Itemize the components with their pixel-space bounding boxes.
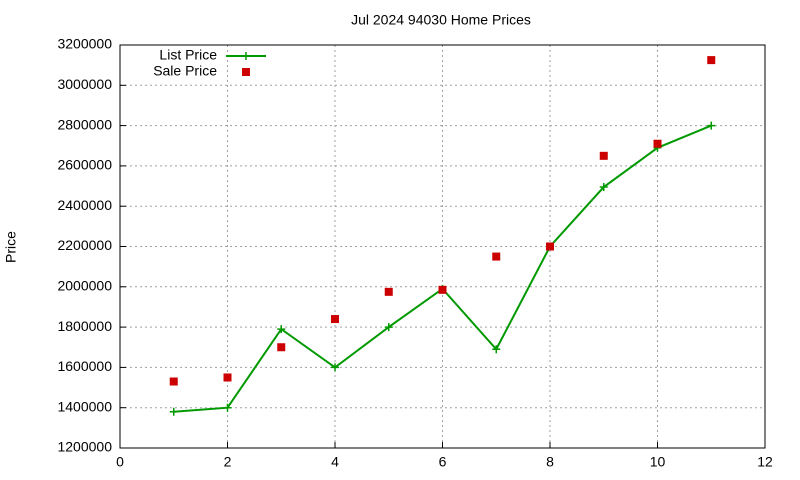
chart-title: Jul 2024 94030 Home Prices [351, 12, 531, 28]
y-axis-label: Price [3, 231, 19, 263]
point [169, 407, 178, 416]
y-tick-label: 3000000 [57, 76, 112, 92]
point [653, 139, 662, 148]
point [707, 121, 716, 130]
point [223, 373, 232, 382]
point [223, 403, 232, 412]
legend-label: Sale Price [153, 63, 217, 79]
y-tick-label: 1600000 [57, 358, 112, 374]
legend-marker [242, 68, 250, 76]
x-tick-label: 10 [650, 454, 666, 470]
legend-marker [242, 52, 250, 60]
x-tick-label: 4 [331, 454, 339, 470]
point [707, 56, 716, 65]
point [492, 252, 501, 261]
y-tick-label: 1800000 [57, 318, 112, 334]
y-tick-label: 2000000 [57, 278, 112, 294]
y-tick-label: 2800000 [57, 116, 112, 132]
point [599, 151, 608, 160]
point [169, 377, 178, 386]
y-tick-label: 2200000 [57, 237, 112, 253]
plot-frame [119, 44, 766, 449]
legend-label: List Price [159, 47, 217, 63]
point [438, 285, 447, 294]
point [599, 183, 608, 192]
x-tick-label: 8 [546, 454, 554, 470]
point [546, 242, 554, 251]
point [492, 345, 501, 354]
y-tick-label: 2400000 [57, 197, 112, 213]
point [384, 287, 393, 296]
x-tick-label: 12 [757, 454, 773, 470]
y-tick-label: 1400000 [57, 398, 112, 414]
point [277, 325, 286, 334]
x-tick-label: 6 [439, 454, 447, 470]
line [173, 124, 712, 413]
point [277, 343, 286, 352]
point [331, 363, 339, 372]
x-tick-label: 2 [224, 454, 232, 470]
y-tick-label: 3200000 [57, 36, 112, 52]
y-tick-label: 2600000 [57, 157, 112, 173]
x-tick-label: 0 [116, 454, 124, 470]
point [331, 315, 339, 324]
y-tick-label: 1200000 [57, 439, 112, 455]
point [384, 323, 393, 332]
